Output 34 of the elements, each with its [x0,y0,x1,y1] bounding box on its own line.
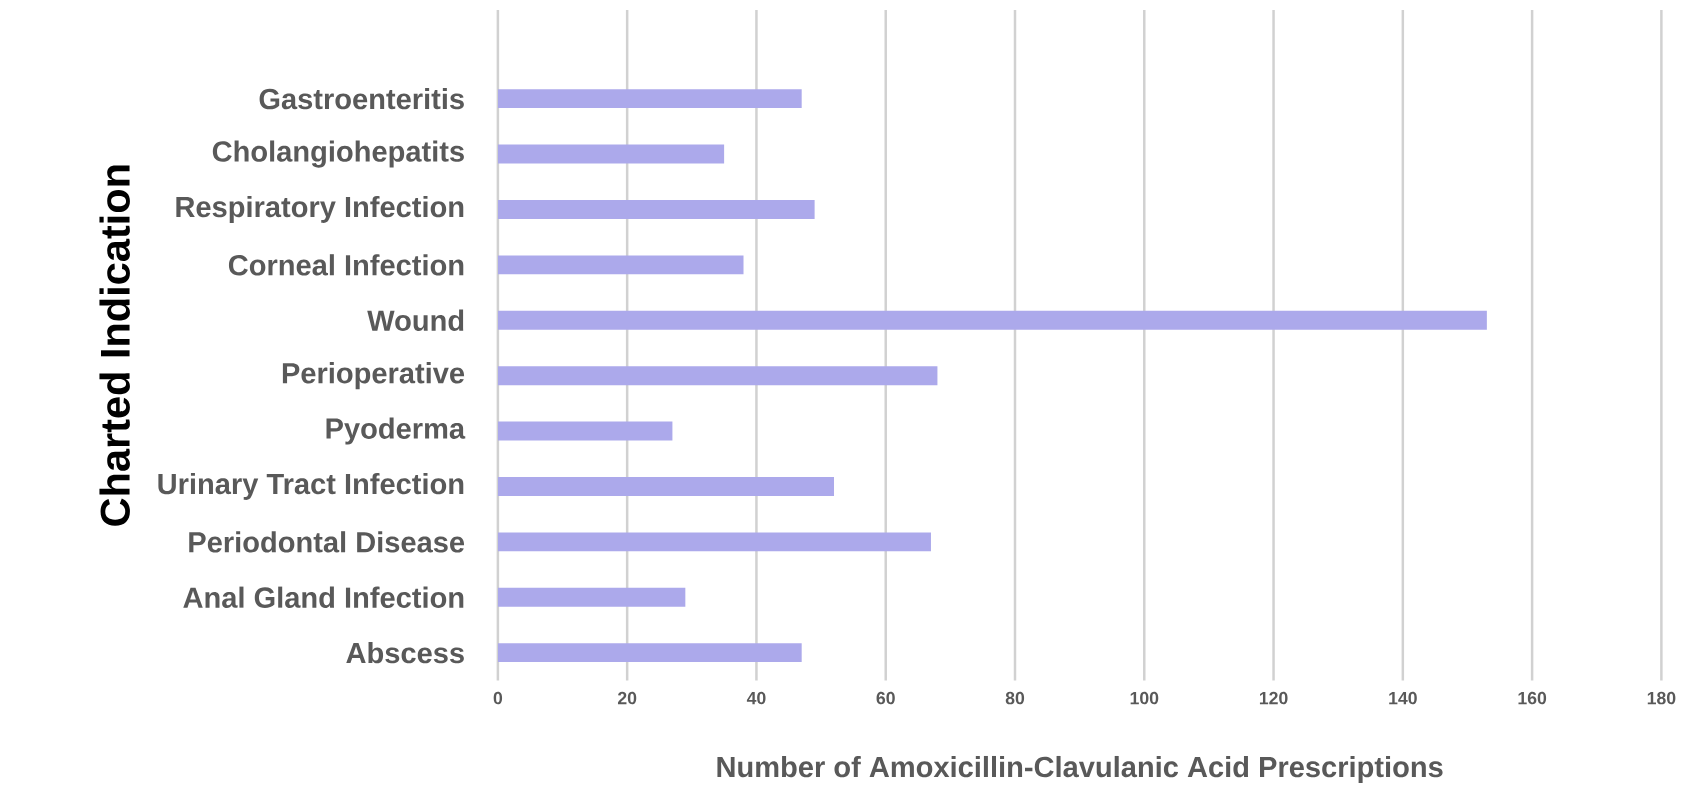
y-tick-label: Anal Gland Infection [183,586,464,608]
x-axis-title: Number of Amoxicillin-Clavulanic Acid Prescriptions [717,755,1443,783]
y-tick-label: Corneal Infection [228,254,464,276]
bar [497,476,835,496]
y-tick-label: Abscess [346,641,464,664]
bar [497,89,802,109]
bar [497,643,802,663]
bar [497,310,1487,330]
bar [497,144,725,164]
x-tick-label: 20 [617,691,637,705]
x-tick-label: 120 [1259,691,1288,705]
y-tick-label: Periodontal Disease [189,531,465,553]
x-tick-label: 60 [876,691,895,705]
y-axis-title: Charted Indication [99,165,130,526]
y-tick-label: Perioperative [282,362,465,390]
y-tick-label: Urinary Tract Infection [158,472,464,500]
y-tick-label: Pyoderma [326,417,466,445]
y-tick-label: Respiratory Infection [176,195,464,223]
x-tick-label: 100 [1130,691,1159,705]
y-tick-label: Cholangiohepatits [212,140,464,168]
y-tick-label: Gastroenteritis [259,87,464,110]
bar [497,255,744,275]
x-tick-label: 40 [746,691,766,705]
y-tick-label: Wound [367,309,464,331]
bar [497,199,815,219]
x-tick-label: 140 [1389,691,1417,705]
bar [497,532,931,552]
bar [497,366,938,386]
x-tick-label: 80 [1005,691,1025,705]
bar [497,587,686,607]
x-tick-label: 180 [1647,691,1676,705]
bar [497,421,673,441]
x-tick-label: 160 [1518,691,1547,705]
x-tick-label: 0 [493,691,503,705]
